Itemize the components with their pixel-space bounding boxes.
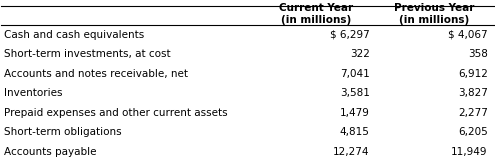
Text: 3,581: 3,581 bbox=[340, 88, 370, 98]
Text: Previous Year
(in millions): Previous Year (in millions) bbox=[395, 3, 475, 25]
Text: Prepaid expenses and other current assets: Prepaid expenses and other current asset… bbox=[4, 108, 228, 118]
Text: 4,815: 4,815 bbox=[340, 127, 370, 137]
Text: Accounts payable: Accounts payable bbox=[4, 147, 97, 157]
Text: 322: 322 bbox=[349, 49, 370, 59]
Text: Short-term investments, at cost: Short-term investments, at cost bbox=[4, 49, 170, 59]
Text: 1,479: 1,479 bbox=[340, 108, 370, 118]
Text: Inventories: Inventories bbox=[4, 88, 62, 98]
Text: 2,277: 2,277 bbox=[458, 108, 488, 118]
Text: Cash and cash equivalents: Cash and cash equivalents bbox=[4, 30, 144, 40]
Text: $ 6,297: $ 6,297 bbox=[330, 30, 370, 40]
Text: 11,949: 11,949 bbox=[451, 147, 488, 157]
Text: 12,274: 12,274 bbox=[333, 147, 370, 157]
Text: $ 4,067: $ 4,067 bbox=[448, 30, 488, 40]
Text: 6,205: 6,205 bbox=[458, 127, 488, 137]
Text: 6,912: 6,912 bbox=[458, 69, 488, 79]
Text: 3,827: 3,827 bbox=[458, 88, 488, 98]
Text: 7,041: 7,041 bbox=[340, 69, 370, 79]
Text: 358: 358 bbox=[468, 49, 488, 59]
Text: Accounts and notes receivable, net: Accounts and notes receivable, net bbox=[4, 69, 188, 79]
Text: Current Year
(in millions): Current Year (in millions) bbox=[279, 3, 353, 25]
Text: Short-term obligations: Short-term obligations bbox=[4, 127, 121, 137]
